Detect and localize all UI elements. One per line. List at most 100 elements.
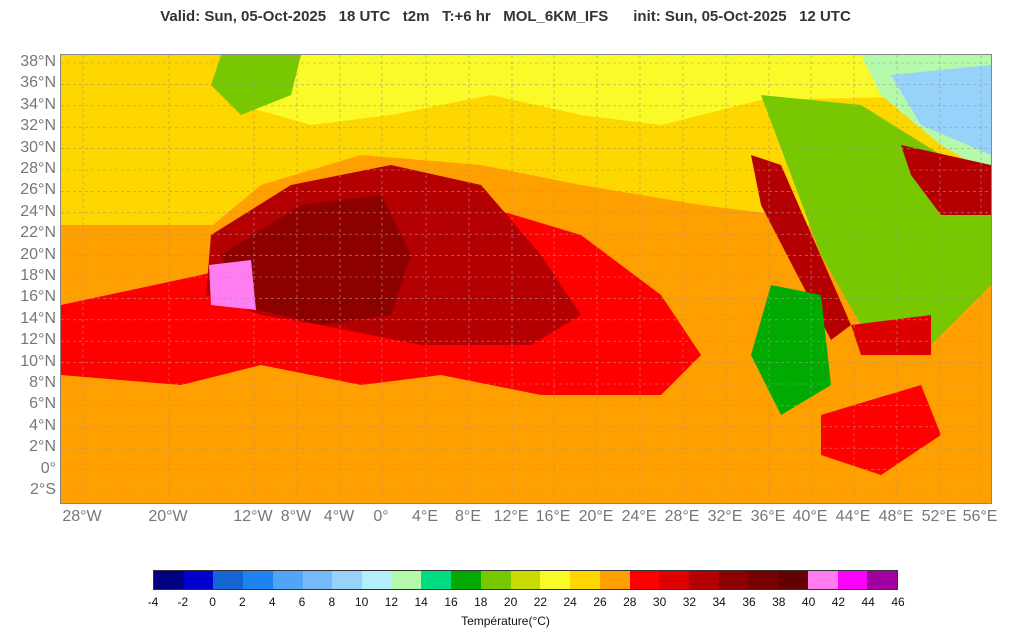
longitude-label: 52°E: [921, 508, 957, 525]
colorbar-tick-label: 22: [533, 595, 548, 609]
colorbar-swatch: [837, 571, 868, 589]
longitude-label: 0°: [373, 508, 389, 525]
colorbar-tick-label: 8: [328, 595, 336, 609]
colorbar-swatch: [421, 571, 452, 589]
extreme-core: [221, 195, 411, 325]
colorbar-swatch: [718, 571, 749, 589]
temperature-colorbar: [153, 570, 898, 590]
latitude-label: 24°N: [20, 202, 56, 220]
longitude-label: 16°E: [535, 508, 571, 525]
colorbar-tick-label: 36: [742, 595, 756, 609]
colorbar-tick-label: 44: [861, 595, 875, 609]
colorbar-tick-label: 10: [354, 595, 369, 609]
latitude-label: 26°N: [20, 181, 56, 199]
latitude-label: 18°N: [20, 267, 56, 284]
longitude-label: 56°E: [962, 508, 998, 525]
latitude-label: 4°N: [29, 416, 56, 434]
colorbar-swatch: [807, 571, 838, 589]
colorbar-tick-label: -2: [177, 595, 189, 609]
colorbar-swatch: [570, 571, 600, 589]
mediterranean-region: [241, 55, 991, 125]
colorbar-swatch: [451, 571, 481, 589]
colorbar-swatch: [510, 571, 541, 589]
colorbar-tick-label: 20: [503, 595, 518, 609]
latitude-label: 38°N: [20, 53, 56, 70]
zagros-cool: [891, 65, 991, 155]
longitude-label: 28°E: [664, 508, 700, 525]
longitude-label: 8°W: [280, 508, 312, 525]
latitude-label: 22°N: [20, 224, 56, 242]
colorbar-tick-label: 38: [772, 595, 786, 609]
gulf-of-aden: [851, 315, 931, 355]
colorbar-swatch: [540, 571, 571, 589]
colorbar-swatch: [154, 571, 184, 589]
colorbar-tick-label: 30: [652, 595, 667, 609]
colorbar-swatch: [688, 571, 719, 589]
longitude-label: 36°E: [750, 508, 786, 525]
colorbar-tick-label: 28: [623, 595, 637, 609]
latitude-label: 36°N: [20, 74, 56, 92]
longitude-label: 4°W: [323, 508, 355, 525]
colorbar-swatch: [748, 571, 779, 589]
latitude-label: 10°N: [20, 352, 56, 370]
longitude-label: 40°E: [792, 508, 828, 525]
longitude-label: 12°W: [233, 508, 273, 525]
temperature-map: [60, 54, 992, 504]
longitude-label: 32°E: [707, 508, 743, 525]
colorbar-tick-label: 26: [593, 595, 607, 609]
latitude-label: 34°N: [20, 95, 56, 113]
map-title: Valid: Sun, 05-Oct-2025 18 UTC t2m T:+6 …: [160, 8, 851, 25]
latitude-label: 30°N: [20, 138, 56, 156]
colorbar-swatch: [302, 571, 333, 589]
longitude-label: 12°E: [493, 508, 529, 525]
latitude-label: 6°N: [29, 395, 56, 413]
longitude-label: 20°W: [148, 508, 188, 525]
colorbar-tick-label: 4: [268, 595, 276, 609]
colorbar-tick-label: 40: [801, 595, 816, 609]
colorbar-swatch: [362, 571, 392, 589]
colorbar-swatch: [599, 571, 630, 589]
colorbar-swatch: [243, 571, 273, 589]
colorbar-tick-label: 34: [712, 595, 726, 609]
colorbar-swatch: [778, 571, 808, 589]
colorbar-tick-label: 32: [682, 595, 697, 609]
colorbar-tick-label: 18: [474, 595, 488, 609]
colorbar-tick-label: 0: [209, 595, 216, 609]
colorbar-swatch: [629, 571, 660, 589]
longitude-label: 8°E: [455, 508, 481, 525]
ethiopian-highlands: [751, 285, 831, 415]
longitude-label: 28°W: [62, 508, 102, 525]
red-sea: [751, 155, 851, 340]
latitude-label: 12°N: [20, 331, 56, 349]
longitude-label: 44°E: [835, 508, 871, 525]
colorbar-tick-label: 16: [444, 595, 458, 609]
colorbar-tick-label: 42: [831, 595, 846, 609]
colorbar-tick-label: 12: [384, 595, 399, 609]
latitude-label: 8°N: [29, 374, 56, 391]
temperature-map-canvas: [61, 55, 991, 503]
senegal-max: [209, 260, 256, 310]
persian-gulf: [901, 145, 991, 215]
latitude-label: 2°S: [30, 481, 56, 498]
latitude-label: 28°N: [20, 160, 56, 177]
latitude-label: 20°N: [20, 245, 56, 263]
latitude-label: 32°N: [20, 117, 56, 135]
colorbar-swatch: [659, 571, 689, 589]
colorbar-tick-label: 46: [891, 595, 905, 609]
latitude-label: 2°N: [29, 438, 56, 456]
colorbar-tick-label: 6: [298, 595, 306, 609]
somalia-hot: [821, 385, 941, 475]
colorbar-title: Température(°C): [461, 614, 550, 628]
colorbar-tick-label: 24: [563, 595, 577, 609]
colorbar-swatch: [867, 571, 897, 589]
latitude-label: 14°N: [20, 309, 56, 327]
colorbar-swatch: [391, 571, 422, 589]
longitude-label: 48°E: [878, 508, 914, 525]
colorbar-swatch: [332, 571, 363, 589]
colorbar-tick-label: 2: [239, 595, 246, 609]
map-gridlines: [61, 55, 991, 503]
colorbar-swatch: [213, 571, 244, 589]
colorbar-tick-label: 14: [414, 595, 428, 609]
colorbar-swatch: [272, 571, 303, 589]
colorbar-swatch: [183, 571, 214, 589]
